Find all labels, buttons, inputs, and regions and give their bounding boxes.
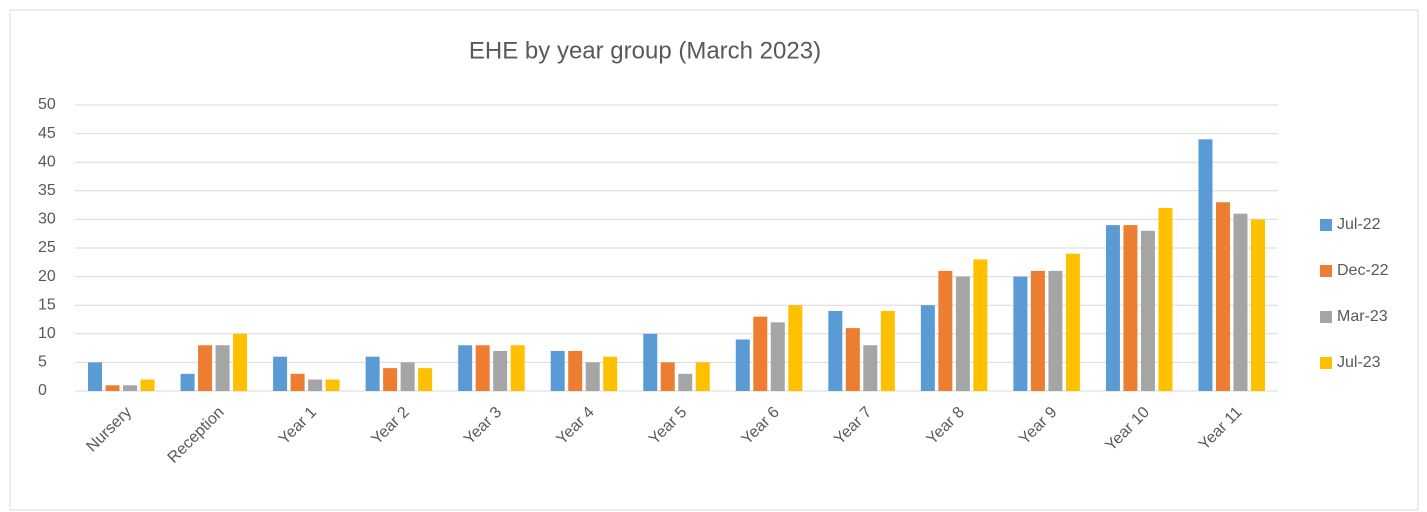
bar — [880, 310, 895, 391]
bar — [105, 385, 120, 391]
bar — [603, 356, 618, 391]
y-tick-label: 0 — [38, 382, 47, 399]
y-tick-label: 50 — [38, 96, 56, 113]
bar — [1198, 139, 1213, 391]
bar — [1048, 270, 1063, 391]
bar — [1030, 270, 1045, 391]
y-tick-label: 5 — [38, 354, 47, 371]
bar — [973, 259, 988, 391]
legend-swatch — [1320, 357, 1332, 369]
bar — [678, 373, 693, 391]
y-tick-label: 45 — [38, 125, 56, 142]
bar — [828, 310, 843, 391]
bar — [233, 333, 248, 391]
bar — [1065, 253, 1080, 391]
chart-title: EHE by year group (March 2023) — [469, 37, 821, 64]
bar — [938, 270, 953, 391]
bar — [753, 316, 768, 391]
bar — [863, 345, 878, 391]
bar — [140, 379, 155, 391]
y-tick-label: 30 — [38, 211, 56, 228]
bar — [695, 362, 710, 391]
bar — [198, 345, 213, 391]
bar — [1158, 207, 1173, 391]
y-tick-label: 15 — [38, 296, 56, 313]
bar — [400, 362, 415, 391]
bar — [325, 379, 340, 391]
legend-label: Jul-23 — [1337, 354, 1381, 371]
bar — [920, 305, 935, 391]
bar — [1233, 213, 1248, 391]
bar — [475, 345, 490, 391]
legend-swatch — [1320, 311, 1332, 323]
bar — [1215, 202, 1230, 391]
bar — [123, 385, 138, 391]
bar — [308, 379, 323, 391]
bar — [1013, 276, 1028, 391]
y-tick-label: 10 — [38, 325, 56, 342]
bar — [383, 368, 398, 391]
bar — [770, 322, 785, 391]
bar — [365, 356, 380, 391]
bar — [660, 362, 675, 391]
bar — [735, 339, 750, 391]
bar — [493, 350, 508, 391]
bar — [1123, 225, 1138, 391]
legend-label: Mar-23 — [1337, 308, 1388, 325]
chart-frame — [9, 9, 1419, 511]
bar — [290, 373, 305, 391]
bar — [788, 305, 803, 391]
bar — [1105, 225, 1120, 391]
y-tick-label: 20 — [38, 268, 56, 285]
legend-label: Dec-22 — [1337, 262, 1389, 279]
bar — [955, 276, 970, 391]
bar — [845, 328, 860, 391]
y-tick-label: 40 — [38, 153, 56, 170]
bar — [643, 333, 658, 391]
bar — [568, 350, 583, 391]
y-tick-label: 35 — [38, 182, 56, 199]
bar — [585, 362, 600, 391]
bar — [215, 345, 230, 391]
bar — [273, 356, 288, 391]
bar — [458, 345, 473, 391]
bar — [180, 373, 195, 391]
bar — [88, 362, 103, 391]
bar — [1250, 219, 1265, 391]
bar — [418, 368, 433, 391]
bar — [550, 350, 565, 391]
legend-swatch — [1320, 265, 1332, 277]
legend-label: Jul-22 — [1337, 216, 1381, 233]
bar — [1140, 230, 1155, 391]
y-tick-label: 25 — [38, 239, 56, 256]
bar — [510, 345, 525, 391]
legend-swatch — [1320, 219, 1332, 231]
